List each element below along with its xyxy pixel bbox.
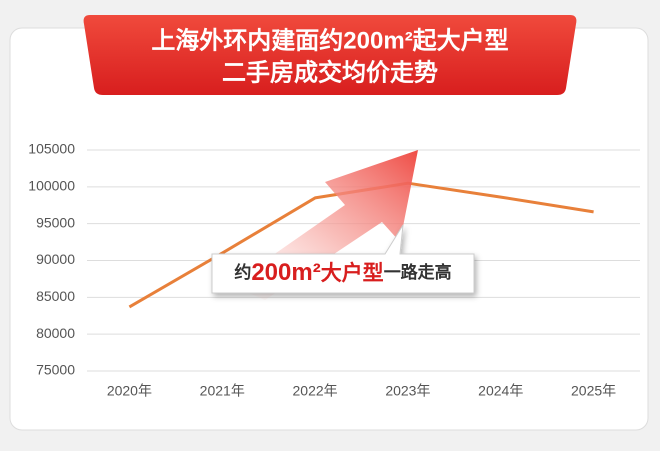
callout-box (211, 224, 475, 294)
x-tick-label: 2025年 (571, 383, 616, 399)
x-tick-label: 2020年 (107, 383, 152, 399)
title-banner (83, 15, 577, 95)
annotation-part: 一路走高 (384, 262, 452, 282)
y-tick-label: 75000 (36, 362, 75, 378)
annotation-part: 大户型 (321, 261, 384, 285)
y-tick-label: 105000 (28, 141, 75, 157)
callout (211, 224, 475, 294)
chart-subtitle: 二手房成交均价走势 (222, 58, 438, 86)
x-tick-label: 2021年 (200, 383, 245, 399)
annotation-part: 200m² (251, 259, 320, 286)
y-tick-label: 90000 (36, 251, 75, 267)
x-tick-label: 2023年 (385, 383, 430, 399)
y-tick-label: 80000 (36, 325, 75, 341)
chart-title: 上海外环内建面约200m²起大户型 (151, 26, 508, 54)
y-tick-label: 85000 (36, 288, 75, 304)
x-tick-label: 2024年 (478, 383, 523, 399)
annotation-part: 约 (234, 262, 251, 282)
annotation: 约200m²大户型一路走高 (234, 259, 451, 286)
y-tick-label: 95000 (36, 214, 75, 230)
x-tick-label: 2022年 (293, 383, 338, 399)
y-tick-label: 100000 (28, 178, 75, 194)
